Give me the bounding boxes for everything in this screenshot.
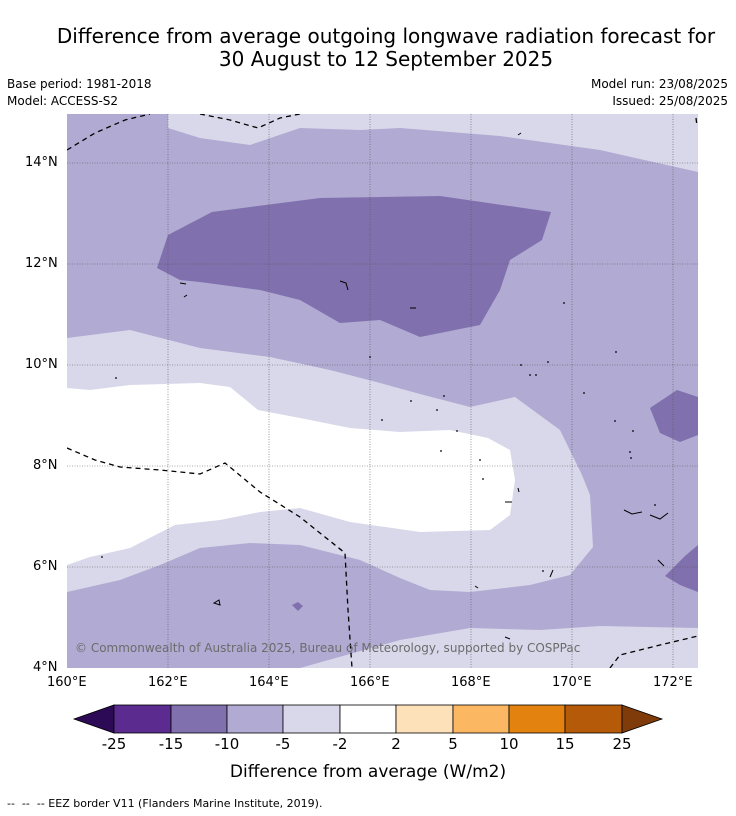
colorbar-segment <box>170 704 228 734</box>
copyright-note: © Commonwealth of Australia 2025, Bureau… <box>75 641 581 655</box>
lon-label: 166°E <box>350 675 390 690</box>
field-minus5-to-minus2-north <box>140 114 698 172</box>
contour-fields <box>67 114 698 668</box>
colorbar-segment <box>339 704 397 734</box>
field-minus15-to-minus10-southeast <box>665 545 698 592</box>
colorbar-segment <box>508 704 566 734</box>
colorbar-segment <box>282 704 341 734</box>
field-small-blob <box>292 602 303 611</box>
colorbar-tick: -25 <box>101 735 127 753</box>
lat-label: 12°N <box>25 256 58 271</box>
gridlines <box>67 114 698 668</box>
base-period: Base period: 1981-2018 <box>7 77 152 91</box>
model-run: Model run: 23/08/2025 <box>590 77 728 91</box>
eez-borders <box>67 114 698 668</box>
colorbar-tick: -2 <box>332 735 348 753</box>
field-minus15-to-minus10-east <box>650 390 698 442</box>
lon-label: 172°E <box>653 675 693 690</box>
field-minus15-to-minus10-north <box>157 196 551 337</box>
colorbar-tick: 15 <box>555 735 575 753</box>
colorbar-segment <box>564 704 623 734</box>
colorbar-segment <box>395 704 454 734</box>
colorbar-tick: -10 <box>214 735 240 753</box>
colorbar-segment <box>226 704 284 734</box>
islands <box>179 132 669 640</box>
field-minus5-to-minus2-south <box>300 626 698 668</box>
colorbar <box>72 704 664 734</box>
lon-label: 160°E <box>47 675 87 690</box>
colorbar-tick: -15 <box>158 735 184 753</box>
colorbar-extend-high <box>621 704 664 734</box>
eez-legend-note: -- -- -- EEZ border V11 (Flanders Marine… <box>7 797 323 810</box>
island-dots <box>101 302 656 572</box>
lat-label: 4°N <box>33 660 58 675</box>
lat-label: 6°N <box>33 559 58 574</box>
lat-label: 8°N <box>33 458 58 473</box>
colorbar-tick: 5 <box>448 735 458 753</box>
model-name: Model: ACCESS-S2 <box>7 94 119 108</box>
lon-label: 168°E <box>451 675 491 690</box>
colorbar-tick: 10 <box>499 735 519 753</box>
lat-label: 10°N <box>25 357 58 372</box>
lon-label: 170°E <box>552 675 592 690</box>
lon-label: 162°E <box>148 675 188 690</box>
colorbar-tick: 25 <box>612 735 632 753</box>
colorbar-tick: -5 <box>275 735 291 753</box>
title-line-1: Difference from average outgoing longwav… <box>56 24 716 48</box>
lon-label: 164°E <box>249 675 289 690</box>
colorbar-segment <box>113 704 172 734</box>
field-neutral <box>67 383 515 565</box>
colorbar-tick: 2 <box>391 735 401 753</box>
colorbar-segment <box>452 704 510 734</box>
issued-date: Issued: 25/08/2025 <box>612 94 728 108</box>
lat-label: 14°N <box>25 155 58 170</box>
colorbar-label: Difference from average (W/m2) <box>229 762 507 782</box>
title-line-2: 30 August to 12 September 2025 <box>218 47 554 71</box>
colorbar-extend-low <box>72 704 115 734</box>
